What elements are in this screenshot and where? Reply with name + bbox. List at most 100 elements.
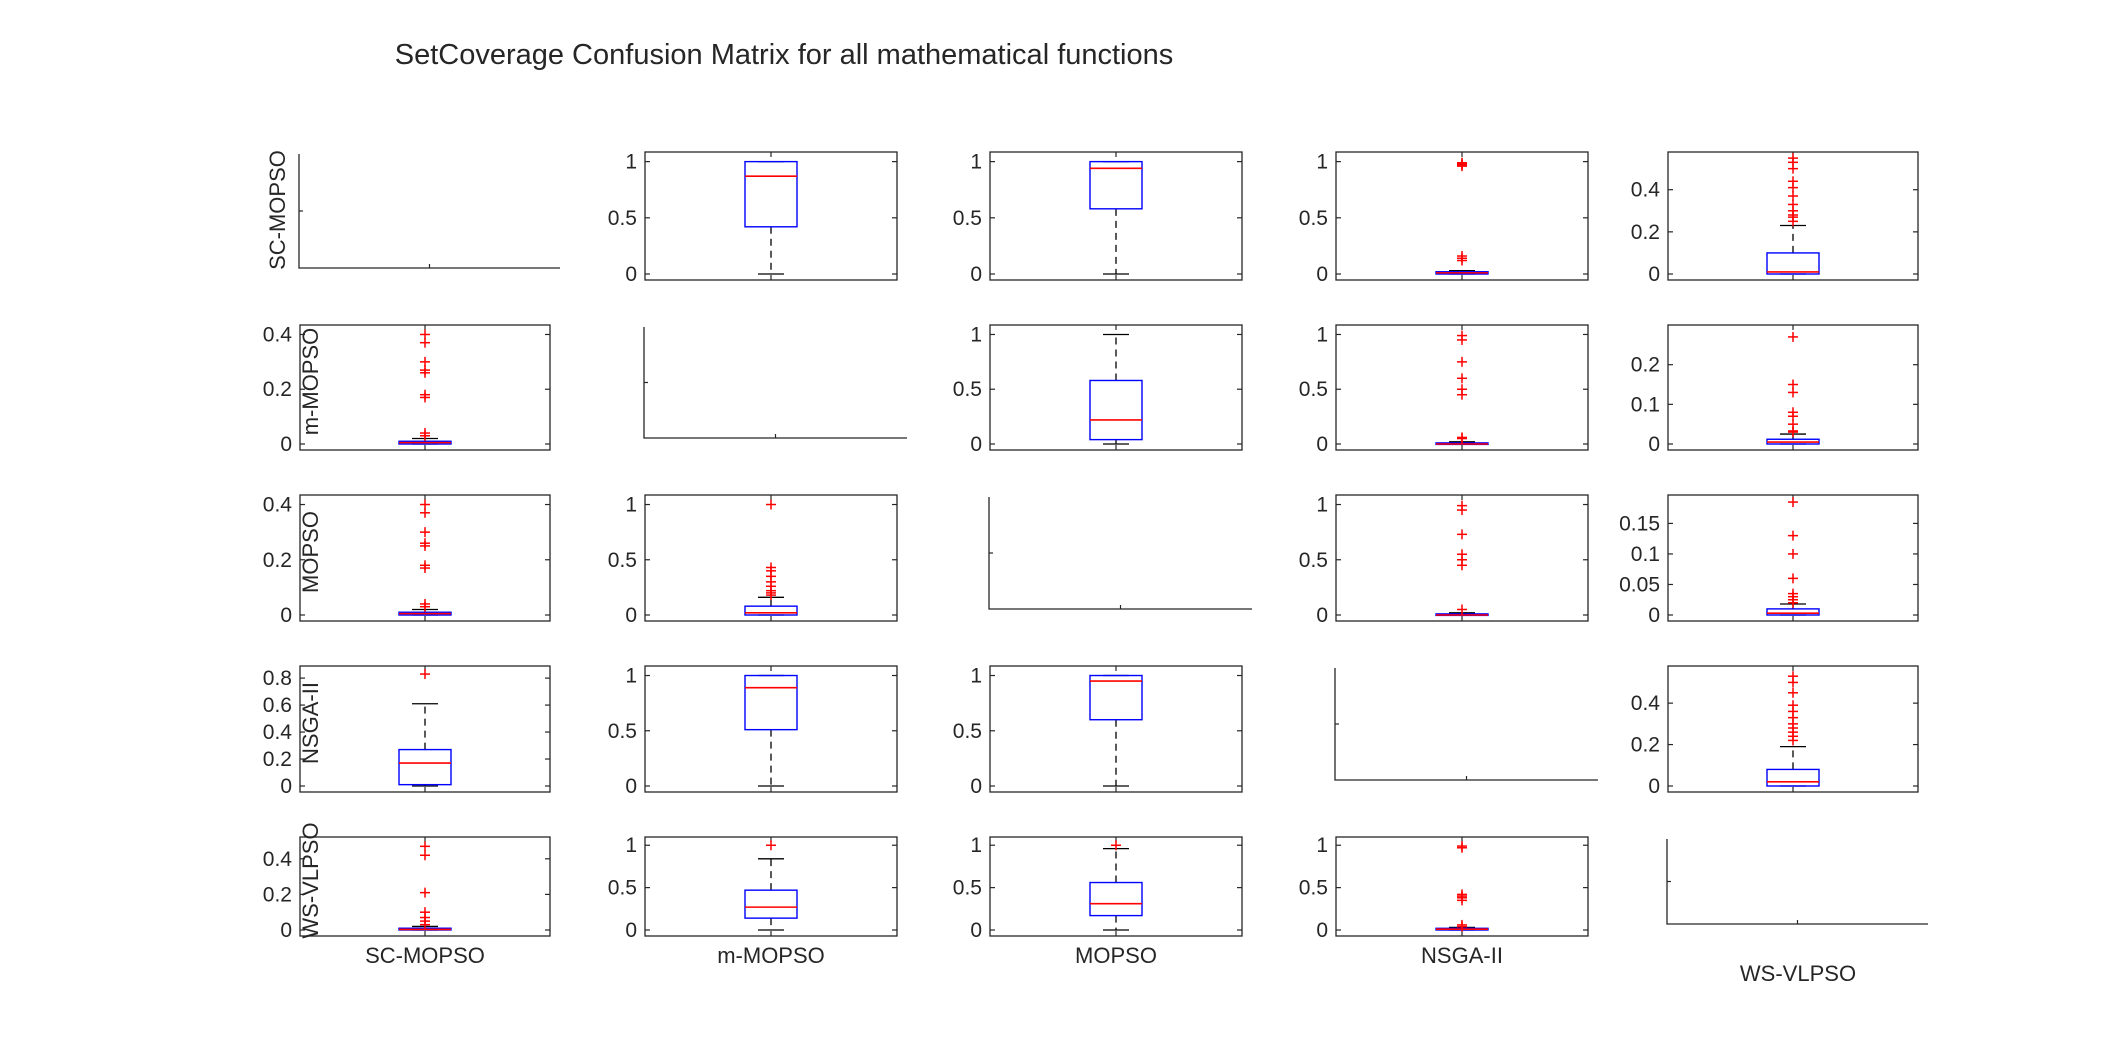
panel-NSGA-II-vs-SC-MOPSO: 0 0.2 0.4 0.6 0.8: [263, 665, 551, 798]
y-tick-label-m-MOPSO-vs-NSGA-II: 1: [1316, 323, 1328, 346]
y-tick-label-SC-MOPSO-vs-WS-VLPSO: 0: [1648, 263, 1660, 286]
empty-axis-WS-VLPSO-vs-WS-VLPSO: [1666, 839, 1928, 925]
y-tick-label-MOPSO-vs-NSGA-II: 1: [1316, 494, 1328, 517]
y-tick-label-m-MOPSO-vs-SC-MOPSO: 0.4: [263, 323, 293, 346]
axes-SC-MOPSO-vs-m-MOPSO: [644, 151, 898, 281]
y-tick-label-WS-VLPSO-vs-m-MOPSO: 1: [625, 834, 637, 857]
outlier-MOPSO-vs-m-MOPSO: [766, 562, 776, 573]
y-tick-label-WS-VLPSO-vs-NSGA-II: 0: [1316, 919, 1328, 942]
panel-SC-MOPSO-vs-SC-MOPSO: [298, 154, 560, 269]
y-tick-label-MOPSO-vs-WS-VLPSO: 0.15: [1619, 512, 1660, 535]
y-tick-label-NSGA-II-vs-MOPSO: 0: [970, 775, 982, 798]
y-tick-label-NSGA-II-vs-MOPSO: 1: [970, 665, 982, 688]
outlier-m-MOPSO-vs-WS-VLPSO: [1788, 331, 1798, 342]
outlier-SC-MOPSO-vs-WS-VLPSO: [1788, 191, 1798, 202]
y-tick-label-WS-VLPSO-vs-SC-MOPSO: 0: [280, 919, 292, 942]
y-tick-label-NSGA-II-vs-WS-VLPSO: 0.4: [1631, 692, 1661, 715]
y-tick-label-MOPSO-vs-m-MOPSO: 1: [625, 494, 637, 517]
panel-WS-VLPSO-vs-MOPSO: 00.51: [953, 834, 1243, 942]
panel-WS-VLPSO-vs-m-MOPSO: 00.51: [608, 834, 898, 942]
y-tick-label-SC-MOPSO-vs-m-MOPSO: 1: [625, 151, 637, 174]
y-tick-label-WS-VLPSO-vs-MOPSO: 0: [970, 919, 982, 942]
y-tick-label-WS-VLPSO-vs-m-MOPSO: 0: [625, 919, 637, 942]
outlier-m-MOPSO-vs-SC-MOPSO: [420, 329, 430, 340]
y-tick-label-m-MOPSO-vs-SC-MOPSO: 0.2: [263, 378, 292, 401]
panel-SC-MOPSO-vs-MOPSO: 00.51: [953, 151, 1243, 286]
outlier-WS-VLPSO-vs-SC-MOPSO: [420, 850, 430, 861]
outlier-m-MOPSO-vs-NSGA-II: [1457, 373, 1467, 384]
panel-m-MOPSO-vs-m-MOPSO: [643, 327, 907, 439]
outlier-m-MOPSO-vs-NSGA-II: [1457, 356, 1467, 367]
panel-SC-MOPSO-vs-WS-VLPSO: 0 0.2 0.4: [1631, 151, 1919, 286]
panel-MOPSO-vs-SC-MOPSO: 0 0.2 0.4: [263, 494, 551, 627]
y-axis-label-MOPSO: MOPSO: [298, 511, 323, 593]
y-tick-label-NSGA-II-vs-m-MOPSO: 0.5: [608, 720, 637, 743]
box-m-MOPSO-vs-MOPSO: [1089, 379, 1143, 441]
empty-axis-SC-MOPSO-vs-SC-MOPSO: [298, 154, 560, 269]
panel-NSGA-II-vs-NSGA-II: [1334, 668, 1598, 781]
outlier-WS-VLPSO-vs-m-MOPSO: [766, 840, 776, 851]
y-tick-label-SC-MOPSO-vs-WS-VLPSO: 0.2: [1631, 221, 1660, 244]
y-tick-label-WS-VLPSO-vs-SC-MOPSO: 0.2: [263, 883, 292, 906]
y-tick-label-SC-MOPSO-vs-m-MOPSO: 0.5: [608, 207, 637, 230]
outlier-WS-VLPSO-vs-NSGA-II: [1457, 919, 1467, 930]
y-tick-label-WS-VLPSO-vs-m-MOPSO: 0.5: [608, 877, 637, 900]
panel-grid: 00.5100.5100.5100.20.400.20.400.5100.510…: [263, 150, 1928, 986]
y-tick-label-m-MOPSO-vs-MOPSO: 0.5: [953, 378, 982, 401]
outlier-WS-VLPSO-vs-MOPSO: [1111, 840, 1121, 851]
y-tick-label-WS-VLPSO-vs-NSGA-II: 1: [1316, 834, 1328, 857]
outlier-SC-MOPSO-vs-WS-VLPSO: [1788, 153, 1798, 164]
y-tick-label-SC-MOPSO-vs-MOPSO: 0: [970, 263, 982, 286]
y-tick-label-WS-VLPSO-vs-SC-MOPSO: 0.4: [263, 848, 293, 871]
empty-axis-m-MOPSO-vs-m-MOPSO: [643, 327, 907, 439]
box-SC-MOPSO-vs-MOPSO: [1089, 160, 1143, 210]
y-axis-label-SC-MOPSO: SC-MOPSO: [265, 150, 290, 270]
y-tick-label-NSGA-II-vs-SC-MOPSO: 0.4: [263, 721, 293, 744]
panel-SC-MOPSO-vs-NSGA-II: 00.51: [1299, 151, 1589, 286]
panel-NSGA-II-vs-WS-VLPSO: 0 0.2 0.4: [1631, 665, 1919, 798]
box-WS-VLPSO-vs-m-MOPSO: [744, 889, 798, 919]
panel-m-MOPSO-vs-WS-VLPSO: 0 0.1 0.2: [1631, 324, 1919, 456]
y-tick-label-NSGA-II-vs-m-MOPSO: 0: [625, 775, 637, 798]
outlier-m-MOPSO-vs-NSGA-II: [1457, 432, 1467, 443]
y-tick-label-MOPSO-vs-SC-MOPSO: 0: [280, 604, 292, 627]
outlier-MOPSO-vs-WS-VLPSO: [1788, 530, 1798, 541]
box-NSGA-II-vs-MOPSO: [1089, 674, 1143, 721]
outlier-MOPSO-vs-SC-MOPSO: [420, 598, 430, 609]
box-SC-MOPSO-vs-m-MOPSO: [744, 160, 798, 228]
y-tick-label-m-MOPSO-vs-SC-MOPSO: 0: [280, 433, 292, 456]
y-tick-label-SC-MOPSO-vs-MOPSO: 0.5: [953, 207, 982, 230]
outlier-MOPSO-vs-WS-VLPSO: [1788, 588, 1798, 599]
outlier-MOPSO-vs-SC-MOPSO: [420, 538, 430, 549]
y-tick-label-m-MOPSO-vs-WS-VLPSO: 0: [1648, 433, 1660, 456]
y-tick-label-SC-MOPSO-vs-NSGA-II: 0.5: [1299, 207, 1328, 230]
y-tick-label-NSGA-II-vs-MOPSO: 0.5: [953, 720, 982, 743]
box-SC-MOPSO-vs-WS-VLPSO: [1766, 252, 1820, 275]
empty-axis-MOPSO-vs-MOPSO: [988, 497, 1252, 610]
x-axis-label-m-MOPSO: m-MOPSO: [717, 943, 825, 968]
x-axis-label-MOPSO: MOPSO: [1075, 943, 1157, 968]
outlier-WS-VLPSO-vs-NSGA-II: [1457, 889, 1467, 900]
y-tick-label-m-MOPSO-vs-WS-VLPSO: 0.1: [1631, 393, 1660, 416]
y-tick-label-NSGA-II-vs-SC-MOPSO: 0.2: [263, 748, 292, 771]
panel-MOPSO-vs-NSGA-II: 00.51: [1299, 494, 1589, 627]
chart-title: SetCoverage Confusion Matrix for all mat…: [395, 39, 1174, 71]
outlier-MOPSO-vs-NSGA-II: [1457, 549, 1467, 560]
outlier-MOPSO-vs-SC-MOPSO: [420, 560, 430, 571]
outlier-WS-VLPSO-vs-SC-MOPSO: [420, 907, 430, 918]
outlier-NSGA-II-vs-WS-VLPSO: [1788, 687, 1798, 698]
outlier-m-MOPSO-vs-SC-MOPSO: [420, 389, 430, 400]
outlier-m-MOPSO-vs-NSGA-II: [1457, 384, 1467, 395]
outlier-MOPSO-vs-NSGA-II: [1457, 529, 1467, 540]
panel-SC-MOPSO-vs-m-MOPSO: 00.51: [608, 151, 898, 286]
panel-WS-VLPSO-vs-WS-VLPSO: [1666, 839, 1928, 925]
x-axis-label-WS-VLPSO: WS-VLPSO: [1740, 961, 1856, 986]
y-tick-label-MOPSO-vs-m-MOPSO: 0.5: [608, 549, 637, 572]
y-tick-label-MOPSO-vs-NSGA-II: 0: [1316, 604, 1328, 627]
y-tick-label-m-MOPSO-vs-MOPSO: 1: [970, 323, 982, 346]
y-tick-label-WS-VLPSO-vs-MOPSO: 1: [970, 834, 982, 857]
y-tick-label-MOPSO-vs-WS-VLPSO: 0: [1648, 604, 1660, 627]
box-NSGA-II-vs-WS-VLPSO: [1766, 768, 1820, 787]
panel-MOPSO-vs-WS-VLPSO: 0 0.05 0.1 0.15: [1619, 494, 1919, 627]
